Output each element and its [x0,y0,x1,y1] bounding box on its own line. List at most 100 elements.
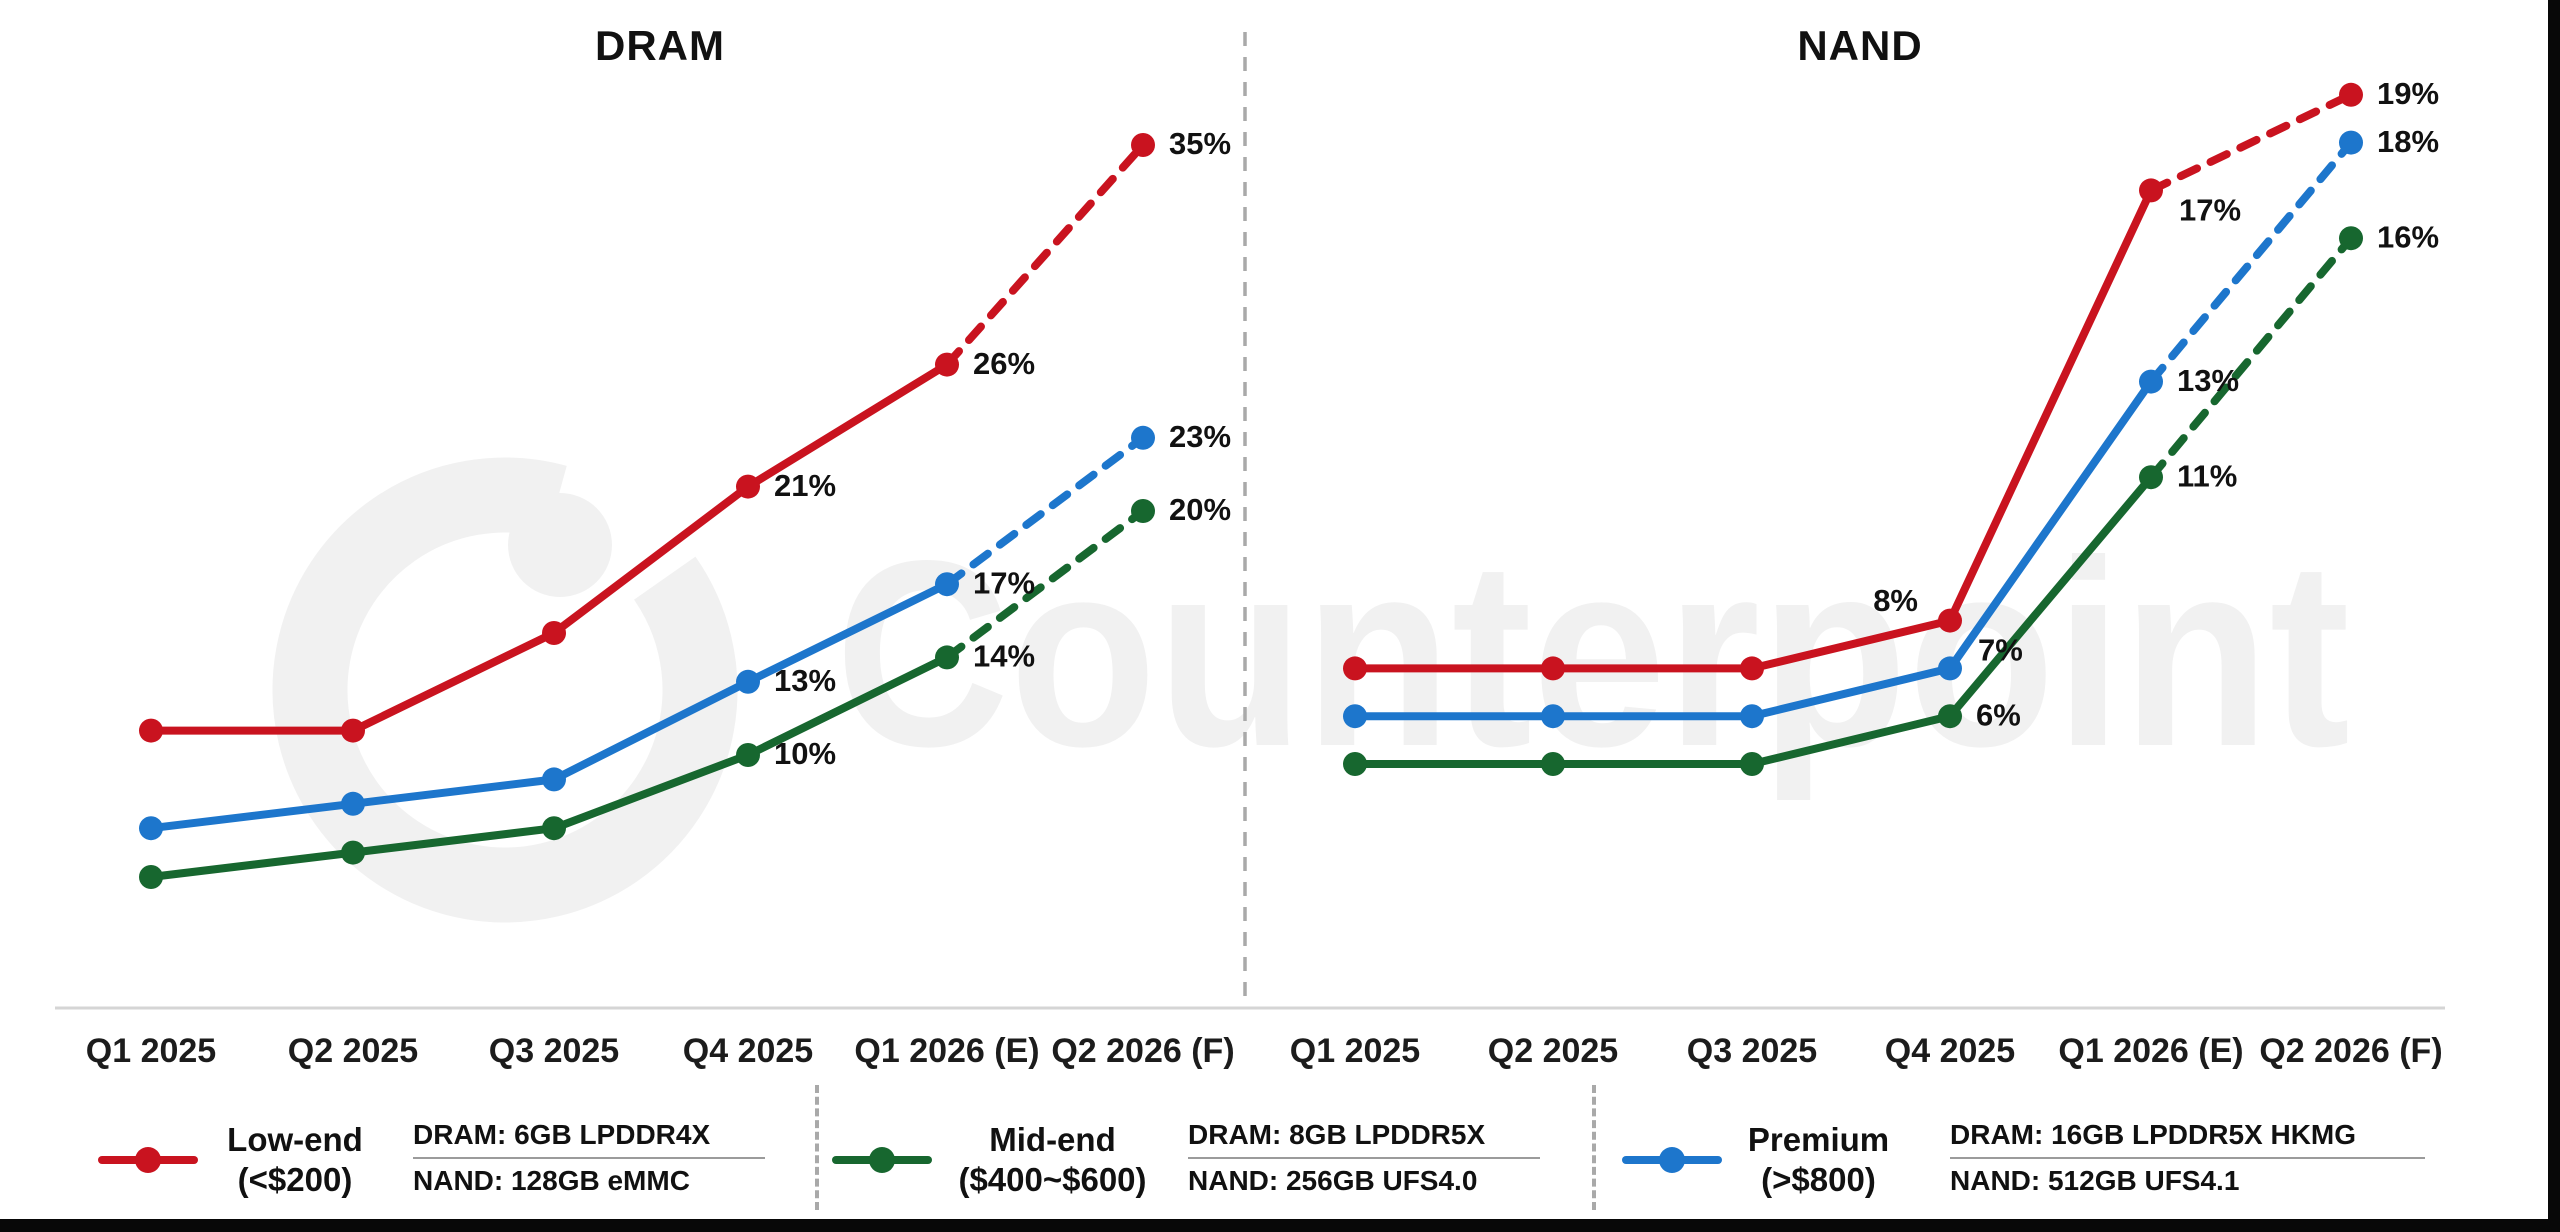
premium-dot-icon [1659,1147,1685,1173]
legend-spec-divider [1188,1157,1540,1159]
nand-series-premium: 7% 13% 18% [1343,124,2439,729]
data-point [542,767,566,792]
x-tick-label: Q3 2025 [1687,1032,1817,1070]
x-tick-label: Q2 2026 (F) [1051,1032,1234,1070]
legend-spec-divider [1950,1157,2425,1159]
counterpoint-watermark: Counterpoint [272,457,2350,923]
data-point [1541,656,1565,681]
series-line-forecast-dashed [2147,234,2355,482]
data-label: 17% [973,565,1035,600]
dram-chart-title: DRAM [595,22,725,69]
data-label: 13% [2177,363,2239,398]
data-point [1131,499,1155,523]
nand-chart-title: NAND [1797,22,1923,69]
data-point [935,572,959,597]
legend-low-end-name: Low-end [227,1121,363,1158]
x-tick-label: Q3 2025 [489,1032,619,1070]
x-tick-label: Q4 2025 [1885,1032,2015,1070]
data-point [341,791,365,816]
x-tick-label: Q1 2025 [86,1032,216,1070]
low-end-dot-icon [135,1147,161,1173]
data-point [139,816,163,841]
legend: Low-end (<$200) DRAM: 6GB LPDDR4X NAND: … [0,1075,2548,1219]
legend-spec-divider [413,1157,765,1159]
legend-premium-nand-spec: NAND: 512GB UFS4.1 [1950,1165,2240,1196]
data-label: 20% [1169,492,1231,527]
data-point [1541,752,1565,776]
x-tick-label: Q4 2025 [683,1032,813,1070]
data-point [139,865,163,889]
nand-series-low-end: 8% 17% 19% [1343,76,2439,681]
series-line-solid [147,580,951,833]
legend-premium-price: (>$800) [1761,1161,1876,1198]
dram-x-axis-ticks: Q1 2025 Q2 2025 Q3 2025 Q4 2025 Q1 2026 (E) Q… [86,1032,1235,1070]
legend-mid-end-dram-spec: DRAM: 8GB LPDDR5X [1188,1119,1486,1150]
nand-x-axis-ticks: Q1 2025 Q2 2025 Q3 2025 Q4 2025 Q1 2026 (E) Q… [1290,1032,2443,1070]
data-label: 21% [774,468,836,503]
dram-series-mid-end: 10% 14% 20% [139,492,1231,889]
data-point [1343,752,1367,776]
data-point [1938,656,1962,681]
data-point [1343,704,1367,729]
legend-low-end-price: (<$200) [237,1161,353,1198]
data-point [542,621,566,645]
watermark-text: Counterpoint [835,506,2350,803]
data-point [1131,133,1155,157]
series-line-forecast-dashed [943,141,1147,369]
x-tick-label: Q1 2026 (E) [2058,1032,2243,1070]
nand-series-mid-end: 6% 11% 16% [1343,219,2439,776]
data-label: 13% [774,663,836,698]
data-point [935,352,959,377]
x-tick-label: Q2 2025 [1488,1032,1618,1070]
legend-premium-name: Premium [1747,1121,1890,1158]
data-point [2339,226,2363,251]
legend-separator [815,1085,819,1210]
x-tick-label: Q1 2026 (E) [854,1032,1039,1070]
data-label: 6% [1976,697,2021,732]
legend-low-end-nand-spec: NAND: 128GB eMMC [413,1165,690,1196]
data-label: 11% [2177,458,2237,493]
x-tick-label: Q2 2025 [288,1032,418,1070]
watermark-logo-dot-icon [508,493,612,597]
data-label: 16% [2377,219,2439,254]
data-point [2139,178,2163,203]
data-label: 19% [2377,76,2439,111]
dram-series-premium: 13% 17% 23% [139,419,1231,841]
data-point [1541,704,1565,729]
legend-low-end-dram-spec: DRAM: 6GB LPDDR4X [413,1119,711,1150]
mid-end-line-marker-icon [832,1147,932,1173]
x-tick-label: Q1 2025 [1290,1032,1420,1070]
data-point [2139,369,2163,394]
legend-mid-end-name: Mid-end [989,1121,1116,1158]
data-point [341,840,365,865]
data-label: 14% [973,639,1035,674]
data-point [542,816,566,841]
low-end-line-marker-icon [98,1147,198,1173]
legend-separator [1592,1085,1596,1210]
data-point [736,669,760,694]
series-line-forecast-dashed [943,433,1147,589]
data-label: 18% [2377,124,2439,159]
series-line-forecast-dashed [2147,90,2355,195]
data-label: 35% [1169,126,1231,161]
data-point [139,718,163,743]
data-label: 26% [973,346,1035,381]
data-point [935,645,959,670]
data-point [1740,752,1764,776]
data-point [1740,656,1764,681]
data-point [2139,465,2163,490]
premium-line-marker-icon [1622,1147,1722,1173]
series-line-forecast-dashed [943,507,1147,662]
data-point [736,743,760,767]
data-point [2339,82,2363,107]
data-point [341,718,365,743]
data-point [1131,425,1155,450]
watermark-logo-icon [272,457,738,923]
data-label: 23% [1169,419,1231,454]
data-point [736,474,760,499]
legend-premium-dram-spec: DRAM: 16GB LPDDR5X HKMG [1950,1119,2357,1150]
dram-series-low-end: 21% 26% 35% [139,126,1231,743]
data-label: 8% [1873,583,1918,618]
